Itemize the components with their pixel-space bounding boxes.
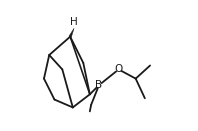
Text: O: O — [114, 64, 123, 74]
Polygon shape — [69, 28, 74, 37]
Text: B: B — [95, 80, 103, 90]
Text: H: H — [70, 17, 78, 27]
